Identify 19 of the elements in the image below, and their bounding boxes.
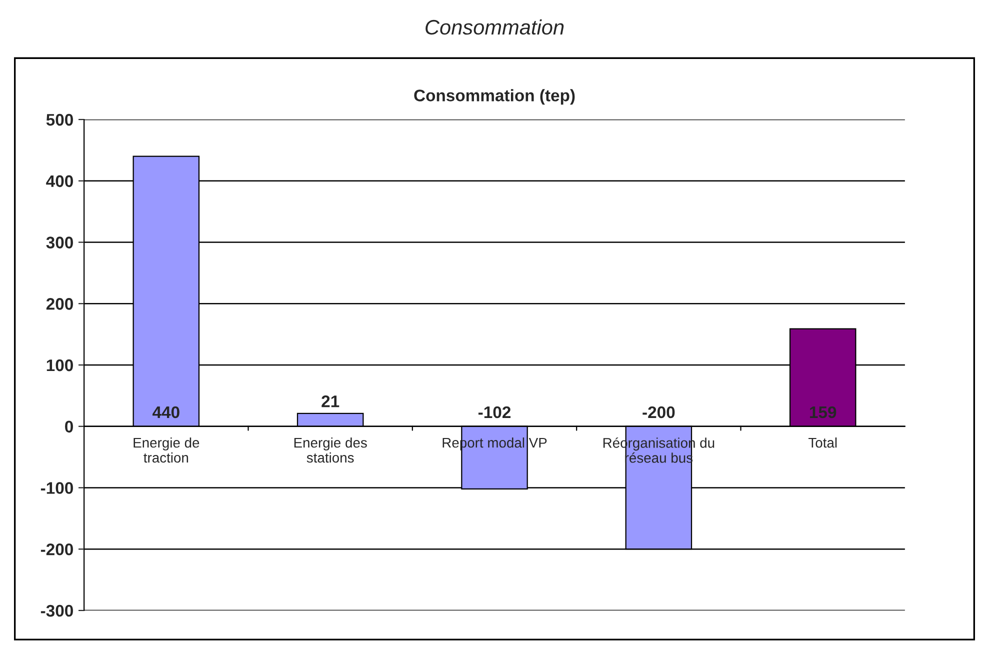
y-tick-label: 0 <box>65 420 73 433</box>
chart-title: Consommation <box>426 19 564 35</box>
y-tick-label: -100 <box>40 482 73 494</box>
y-tick-label: -200 <box>40 544 73 556</box>
data-label: -200 <box>642 406 675 418</box>
data-label: 159 <box>810 406 836 418</box>
y-tick-label: 200 <box>46 298 73 310</box>
x-tick-label: Energie de traction <box>134 437 200 463</box>
y-tick-label: 500 <box>46 114 73 126</box>
x-tick-label: Total <box>808 437 837 448</box>
y-tick-label: 400 <box>46 175 73 188</box>
data-label: 21 <box>322 395 340 408</box>
y-tick-label: 300 <box>46 236 73 248</box>
x-tick-label: Energie des stations <box>294 437 367 463</box>
y-tick-label: 100 <box>46 359 73 372</box>
y-tick-label: -300 <box>40 604 73 617</box>
data-label: -102 <box>478 406 511 418</box>
chart-subtitle: Consommation (tep) <box>414 89 575 105</box>
data-label: 440 <box>152 406 180 418</box>
